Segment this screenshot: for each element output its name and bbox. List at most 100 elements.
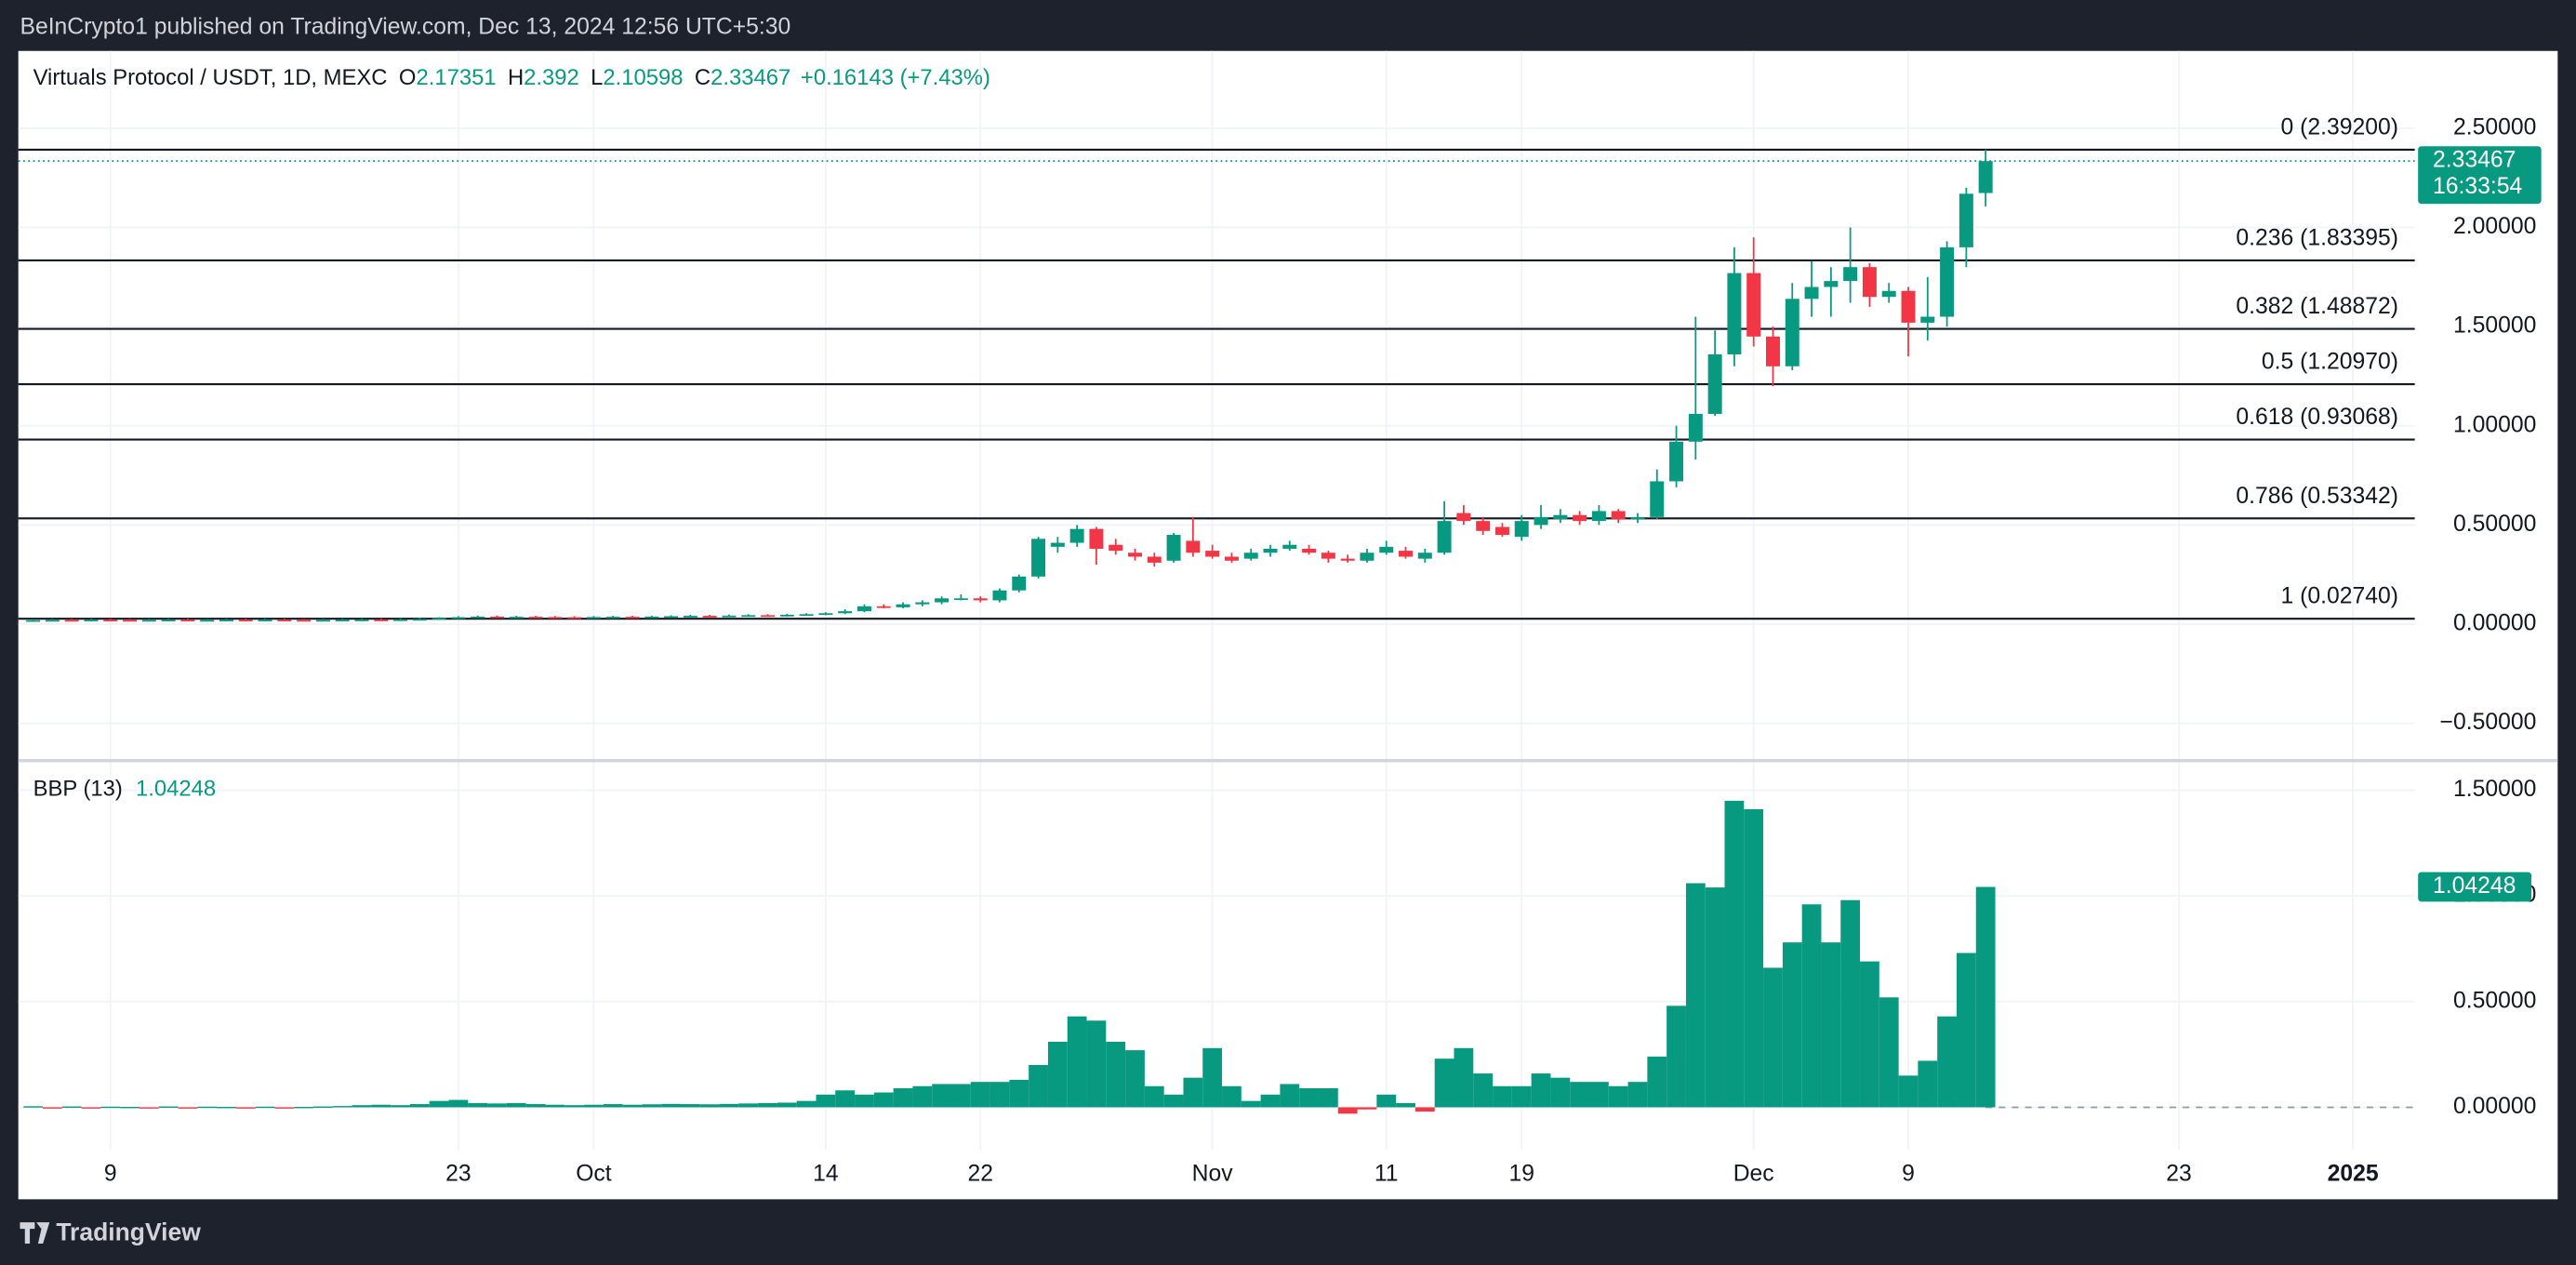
candle-body [1843,267,1858,282]
bbp-bar [989,1082,1010,1108]
candle-body [605,617,620,619]
indicator-badge-value: 1.04248 [2433,873,2516,899]
candle-body [818,613,833,616]
ohlc-value: 2.33467 [710,65,790,90]
bbp-bar [1956,952,1976,1108]
bbp-bar [1493,1085,1512,1108]
ohlc-value: 2.392 [524,65,579,90]
y-tick-label: 0.50000 [2453,512,2536,537]
candle-body [1399,551,1414,557]
candle-body [354,619,369,621]
bbp-bar [217,1106,236,1109]
candle-body [1050,542,1065,547]
candle-body [258,619,272,622]
x-tick-label: Dec [1733,1161,1774,1186]
candle-body [1824,281,1839,287]
candle-body [644,616,659,619]
bbp-bar [448,1099,469,1108]
countdown: 16:33:54 [2433,174,2522,199]
bbp-bar [873,1092,894,1108]
bbp-bar [564,1105,585,1108]
candle-body [1476,521,1491,531]
candle-body [84,619,99,622]
logo-text: TradingView [56,1218,201,1245]
bbp-bar [1570,1082,1590,1108]
bbp-bar [1434,1059,1454,1108]
bbp-bar [1511,1085,1532,1108]
fib-label: 0.618 (0.93068) [2236,405,2398,430]
bbp-bar [1975,886,1996,1108]
fib-label: 0.786 (0.53342) [2236,484,2398,509]
bbp-bar [294,1106,314,1109]
bbp-bar [1396,1102,1415,1108]
bbp-bar [1782,942,1802,1108]
bbp-bar [951,1084,971,1108]
bbp-bar [1280,1084,1300,1108]
bbp-bar [1047,1041,1068,1108]
chart-area [18,50,2558,1200]
candle-body [1069,528,1084,543]
candle-body [1688,413,1703,442]
bbp-bar [1840,899,1861,1108]
bbp-bar [42,1107,62,1109]
bbp-bar [970,1082,990,1108]
bbp-bar [1202,1047,1223,1108]
bbp-bar [893,1087,913,1108]
candle-body [1379,546,1394,553]
candle-body [973,598,988,601]
bbp-bar [1337,1107,1358,1114]
legend-title: Virtuals Protocol / USDT, 1D, MEXC [33,65,388,90]
bbp-bar [1666,1005,1686,1108]
candle-body [935,598,949,603]
candle-body [1591,511,1606,522]
candle-body [1901,290,1916,323]
bbp-bar [255,1106,275,1109]
candle-body [586,617,601,619]
fib-label: 0.382 (1.48872) [2236,294,2398,319]
bbp-bar [1222,1085,1242,1108]
candle-body [1707,354,1722,414]
candle-body [1920,316,1935,323]
candle-body [412,619,427,621]
bbp-bar [584,1104,604,1108]
candle-body [1514,521,1529,538]
bbp-bar [1009,1079,1029,1108]
candle-body [1650,481,1665,517]
candle-body [161,619,176,622]
bbp-bar [680,1104,700,1108]
bbp-bar [1744,808,1764,1108]
x-tick-label: Oct [576,1161,612,1186]
bbp-bar [1414,1107,1435,1112]
y-tick-label: 1.50000 [2453,313,2536,339]
candle-body [1553,514,1568,519]
bbp-bar [197,1106,218,1109]
candle-body [779,614,794,617]
bbp-bar [642,1104,662,1108]
candle-body [1862,267,1877,298]
bbp-bar [1299,1087,1319,1108]
candle-body [277,619,292,622]
candle-body [26,619,41,622]
candle-body [799,614,814,617]
bbp-bar [1705,887,1725,1108]
publisher: BeInCrypto1 published on TradingView.com… [20,15,790,40]
candle-body [1186,540,1201,553]
fib-label: 0.5 (1.20970) [2262,350,2398,375]
x-tick-label: 11 [1374,1161,1399,1186]
candle-body [896,604,910,607]
bbp-bar [1241,1100,1261,1108]
fib-label: 0 (2.39200) [2281,115,2398,140]
candle-body [953,598,968,601]
bbp-bar [1318,1087,1338,1108]
candle-body [490,616,504,619]
candle-body [1302,548,1317,553]
bbp-bar [120,1106,139,1109]
bbp-bar [100,1106,121,1109]
y-tick-label: −0.50000 [2440,710,2537,735]
candle-body [374,619,389,621]
candle-body [238,619,253,622]
y-tick-label: 2.50000 [2453,114,2536,140]
candle-body [315,619,330,622]
bbp-bar [506,1102,526,1108]
bbp-bar [313,1106,333,1108]
